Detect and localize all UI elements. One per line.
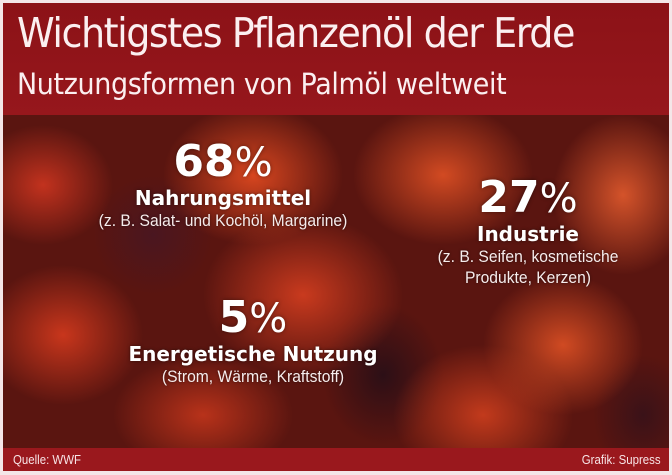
credit-note: Grafik: Supress: [582, 452, 661, 467]
source-note: Quelle: WWF: [13, 452, 82, 467]
segment-energy: 5% Energetische Nutzung (Strom, Wärme, K…: [73, 295, 433, 387]
energy-label: Energetische Nutzung: [128, 342, 378, 366]
segment-food: 68% Nahrungsmittel (z. B. Salat- und Koc…: [63, 139, 383, 231]
header-band: Wichtigstes Pflanzenöl der Erde Nutzungs…: [3, 3, 669, 115]
page-subtitle: Nutzungsformen von Palmöl weltweit: [17, 67, 507, 101]
food-description: (z. B. Salat- und Kochöl, Margarine): [98, 211, 348, 230]
food-label: Nahrungsmittel: [134, 186, 312, 210]
footer-band: Quelle: WWF Grafik: Supress: [3, 448, 669, 471]
industry-description-line2: Produkte, Kerzen): [464, 268, 592, 287]
industry-description-line1: (z. B. Seifen, kosmetische: [437, 247, 619, 266]
segment-industry: 27% Industrie (z. B. Seifen, kosmetische…: [388, 175, 668, 288]
infographic: Wichtigstes Pflanzenöl der Erde Nutzungs…: [3, 3, 669, 471]
palm-fruit-photo: 68% Nahrungsmittel (z. B. Salat- und Koc…: [3, 115, 669, 448]
energy-percentage: 5%: [218, 292, 288, 343]
industry-label: Industrie: [477, 222, 579, 246]
industry-percentage: 27%: [478, 172, 578, 223]
page-title: Wichtigstes Pflanzenöl der Erde: [17, 9, 575, 57]
energy-description: (Strom, Wärme, Kraftstoff): [161, 367, 345, 386]
food-percentage: 68%: [173, 136, 273, 187]
